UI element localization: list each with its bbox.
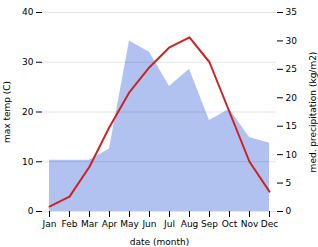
svg-text:Dec: Dec bbox=[261, 219, 278, 229]
svg-text:5: 5 bbox=[286, 178, 292, 188]
svg-text:Aug: Aug bbox=[181, 219, 199, 229]
svg-text:Jun: Jun bbox=[141, 219, 156, 229]
svg-text:date (month): date (month) bbox=[130, 237, 189, 247]
svg-text:Jul: Jul bbox=[163, 219, 175, 229]
svg-text:0: 0 bbox=[28, 206, 34, 216]
svg-text:Apr: Apr bbox=[102, 219, 118, 229]
svg-text:Jan: Jan bbox=[42, 219, 57, 229]
svg-text:15: 15 bbox=[286, 121, 297, 131]
svg-text:30: 30 bbox=[22, 57, 34, 67]
svg-text:Oct: Oct bbox=[222, 219, 238, 229]
svg-text:Sep: Sep bbox=[201, 219, 218, 229]
svg-text:10: 10 bbox=[22, 157, 34, 167]
svg-text:May: May bbox=[120, 219, 139, 229]
svg-text:20: 20 bbox=[22, 107, 34, 117]
svg-text:10: 10 bbox=[286, 150, 298, 160]
svg-text:Feb: Feb bbox=[62, 219, 78, 229]
svg-text:30: 30 bbox=[286, 36, 298, 46]
svg-text:35: 35 bbox=[286, 7, 297, 17]
svg-text:0: 0 bbox=[286, 206, 292, 216]
svg-text:40: 40 bbox=[22, 7, 34, 17]
svg-text:med. precipitation (kg/m2): med. precipitation (kg/m2) bbox=[308, 52, 318, 173]
svg-text:20: 20 bbox=[286, 93, 298, 103]
svg-text:Mar: Mar bbox=[81, 219, 98, 229]
svg-text:Nov: Nov bbox=[241, 219, 259, 229]
svg-text:25: 25 bbox=[286, 64, 297, 74]
svg-text:max temp (C): max temp (C) bbox=[2, 81, 12, 143]
